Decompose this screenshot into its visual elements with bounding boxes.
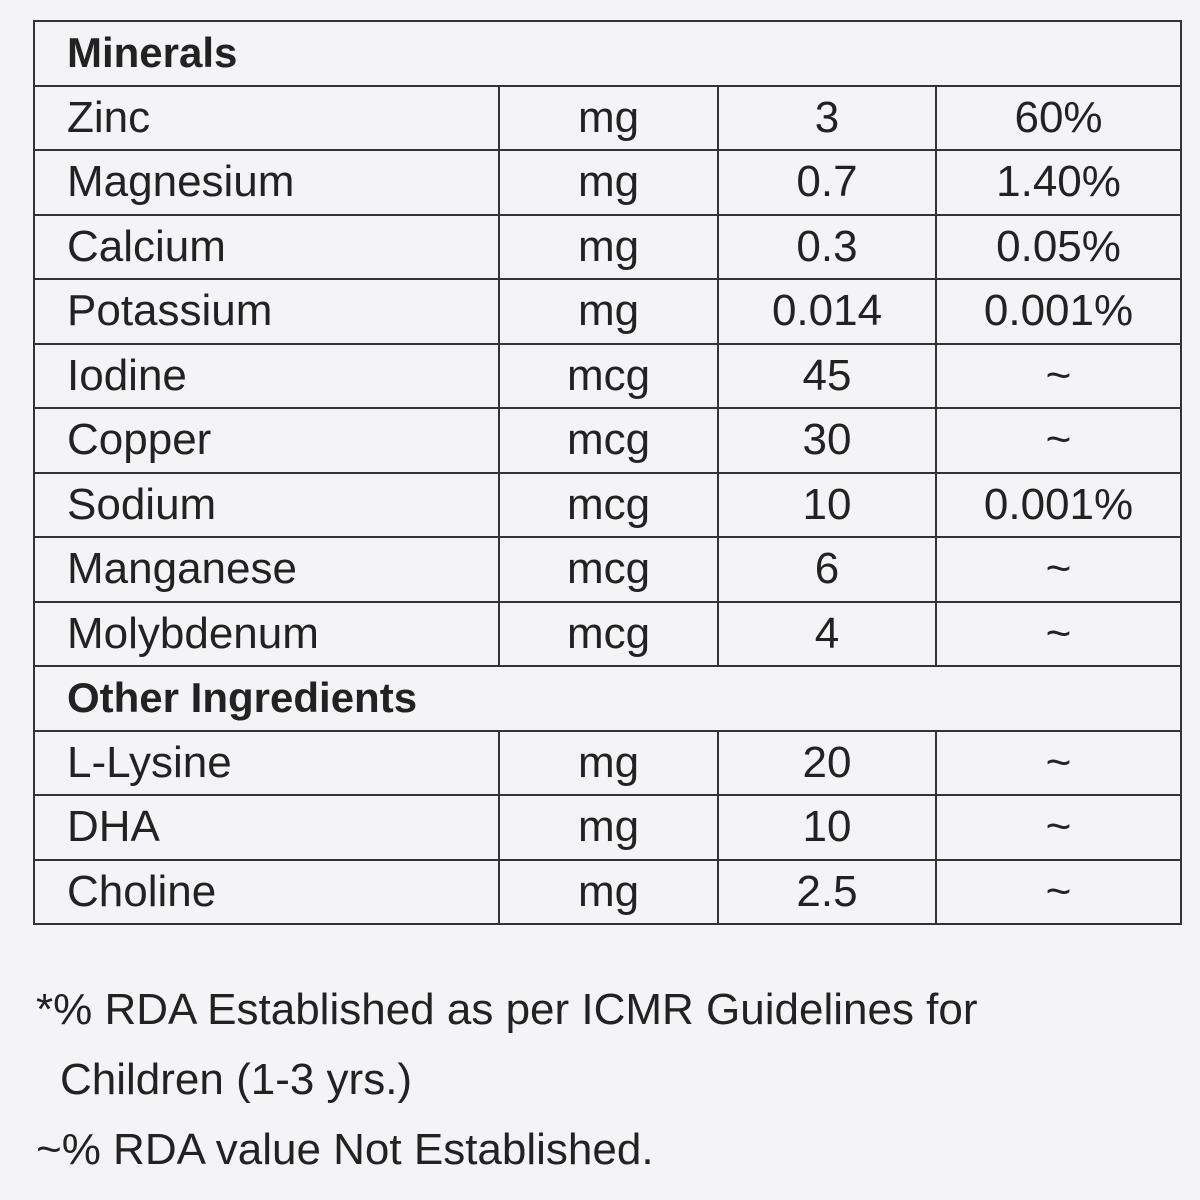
ingredient-name: Manganese — [33, 536, 500, 603]
rda-percent: 1.40% — [934, 149, 1183, 216]
ingredient-name: Copper — [33, 407, 500, 474]
unit: mg — [498, 278, 719, 345]
unit: mg — [498, 729, 719, 796]
rda-percent: ~ — [934, 407, 1183, 474]
ingredient-name: Calcium — [33, 213, 500, 280]
amount: 6 — [717, 536, 937, 603]
section-title: Minerals — [32, 20, 1183, 87]
amount: 10 — [717, 794, 937, 861]
ingredient-row: Calcium mg 0.3 0.05% — [33, 213, 1183, 280]
ingredient-row: L-Lysine mg 20 ~ — [33, 729, 1183, 796]
amount: 0.3 — [717, 213, 937, 280]
unit: mcg — [498, 407, 719, 474]
footnote: *% RDA Established as per ICMR Guideline… — [36, 985, 978, 1104]
ingredient-row: DHA mg 10 ~ — [33, 794, 1183, 861]
amount: 3 — [717, 84, 937, 151]
unit: mg — [498, 84, 719, 151]
rda-percent: ~ — [934, 342, 1183, 409]
amount: 20 — [717, 729, 937, 796]
section-row: Other Ingredients — [32, 665, 1183, 732]
ingredient-row: Magnesium mg 0.7 1.40% — [33, 149, 1183, 216]
unit: mcg — [498, 600, 719, 667]
rda-percent: ~ — [934, 858, 1183, 925]
unit: mg — [498, 794, 719, 861]
rda-percent: 60% — [934, 84, 1183, 151]
amount: 2.5 — [717, 858, 937, 925]
section-row: Minerals — [32, 20, 1183, 87]
ingredient-name: Potassium — [33, 278, 500, 345]
ingredient-row: Molybdenum mcg 4 ~ — [33, 600, 1183, 667]
ingredient-name: Choline — [33, 858, 500, 925]
amount: 0.7 — [717, 149, 937, 216]
ingredient-row: Iodine mcg 45 ~ — [33, 342, 1183, 409]
rda-percent: ~ — [934, 729, 1183, 796]
unit: mcg — [498, 342, 719, 409]
section-title: Other Ingredients — [32, 665, 1183, 732]
ingredient-row: Choline mg 2.5 ~ — [33, 858, 1183, 925]
ingredient-name: Sodium — [33, 471, 500, 538]
ingredient-name: L-Lysine — [33, 729, 500, 796]
nutrition-table: Minerals Zinc mg 3 60% Magnesium mg 0.7 1.40% Cal… — [32, 20, 1183, 925]
ingredient-row: Manganese mcg 6 ~ — [33, 536, 1183, 603]
ingredient-row: Copper mcg 30 ~ — [33, 407, 1183, 474]
amount: 4 — [717, 600, 937, 667]
unit: mcg — [498, 536, 719, 603]
rda-percent: 0.001% — [934, 471, 1183, 538]
amount: 30 — [717, 407, 937, 474]
ingredient-name: Molybdenum — [33, 600, 500, 667]
rda-percent: 0.001% — [934, 278, 1183, 345]
ingredient-name: Iodine — [33, 342, 500, 409]
footnote: ~% RDA value Not Established. — [36, 1125, 654, 1174]
rda-percent: ~ — [934, 794, 1183, 861]
amount: 45 — [717, 342, 937, 409]
amount: 10 — [717, 471, 937, 538]
ingredient-row: Potassium mg 0.014 0.001% — [33, 278, 1183, 345]
unit: mg — [498, 213, 719, 280]
table-body: Minerals Zinc mg 3 60% Magnesium mg 0.7 1.40% Cal… — [32, 20, 1183, 925]
amount: 0.014 — [717, 278, 937, 345]
unit: mcg — [498, 471, 719, 538]
rda-percent: 0.05% — [934, 213, 1183, 280]
unit: mg — [498, 149, 719, 216]
ingredient-name: Zinc — [33, 84, 500, 151]
ingredient-row: Sodium mcg 10 0.001% — [33, 471, 1183, 538]
ingredient-name: DHA — [33, 794, 500, 861]
unit: mg — [498, 858, 719, 925]
ingredient-name: Magnesium — [33, 149, 500, 216]
rda-percent: ~ — [934, 600, 1183, 667]
rda-percent: ~ — [934, 536, 1183, 603]
footnotes: *% RDA Established as per ICMR Guideline… — [36, 975, 1116, 1185]
ingredient-row: Zinc mg 3 60% — [33, 84, 1183, 151]
